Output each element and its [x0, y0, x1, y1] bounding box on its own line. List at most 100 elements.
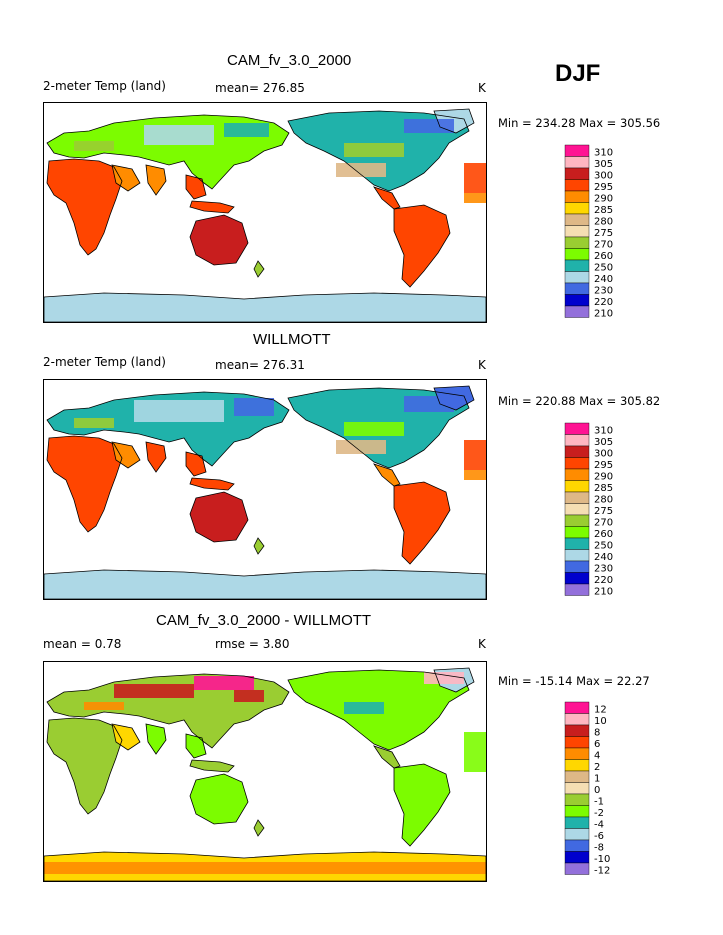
field-patch	[336, 163, 386, 177]
field-patch	[44, 862, 486, 874]
colorbar-swatch	[564, 560, 590, 573]
landmass-nz	[254, 261, 264, 277]
colorbar-swatch	[564, 236, 590, 249]
colorbar-swatch	[564, 294, 590, 307]
landmass-australia	[190, 774, 248, 824]
coastline-namerica	[287, 387, 470, 469]
coastline-nz	[253, 537, 265, 555]
coastline-africa	[46, 158, 123, 256]
panel3-minmax: Min = -15.14 Max = 22.27	[498, 674, 650, 688]
field-patch	[404, 119, 454, 133]
colorbar-swatch	[564, 724, 590, 737]
colorbar-label: 310	[594, 148, 613, 159]
field-patch	[424, 672, 464, 684]
colorbar-swatch	[564, 862, 590, 875]
colorbar-label: -2	[594, 808, 604, 819]
coastline-indonesia	[189, 200, 235, 214]
colorbar-label: -4	[594, 820, 604, 831]
coastline-namerica	[287, 669, 470, 751]
colorbar-swatch	[564, 213, 590, 226]
coastline-australia	[189, 491, 249, 543]
colorbar-swatch	[564, 805, 590, 818]
coastline-arabia	[111, 164, 141, 192]
colorbar-swatch	[564, 526, 590, 539]
colorbar-label: 310	[594, 426, 613, 437]
colorbar-label: -10	[594, 854, 610, 865]
colorbar-label: 305	[594, 437, 613, 448]
colorbar-label: 1	[594, 774, 600, 785]
panel3-mean-label: mean = 0.78	[43, 637, 122, 651]
colorbar-swatch	[564, 583, 590, 596]
coastline-antarctica	[44, 569, 486, 599]
field-patch	[234, 690, 264, 702]
coastline-arabia	[111, 441, 141, 469]
coastline-nz	[253, 819, 265, 837]
landmass-australia	[190, 215, 248, 265]
colorbar-swatch	[564, 514, 590, 527]
landmass-nz	[254, 538, 264, 554]
landmass-samerica	[394, 205, 450, 287]
field-patch	[464, 163, 486, 193]
colorbar-label: 280	[594, 495, 613, 506]
landmass-camerica	[374, 746, 400, 768]
landmass-india	[146, 442, 166, 472]
colorbar-label: 275	[594, 228, 613, 239]
panel1-colorbar: 310 305 300 295 290 285 280 275 270 260 250 240 230 2…	[564, 144, 625, 321]
coastline-camerica	[373, 463, 401, 487]
colorbar-swatch	[564, 736, 590, 749]
colorbar-label: 8	[594, 728, 600, 739]
coastline-india	[145, 723, 167, 755]
panel2-left-label: 2-meter Temp (land)	[43, 355, 166, 369]
colorbar-label: -12	[594, 866, 610, 877]
colorbar-swatch	[564, 747, 590, 760]
colorbar-swatch	[564, 445, 590, 458]
panel1-map	[43, 102, 487, 323]
field-patch	[194, 676, 254, 690]
landmass-india	[146, 724, 166, 754]
coastline-camerica	[373, 745, 401, 769]
panel1-left-label: 2-meter Temp (land)	[43, 79, 166, 93]
field-patch	[464, 193, 486, 203]
field-patch	[234, 398, 274, 416]
colorbar-label: -1	[594, 797, 604, 808]
colorbar-label: 280	[594, 217, 613, 228]
colorbar-swatch	[564, 179, 590, 192]
colorbar-label: 305	[594, 159, 613, 170]
coastline-india	[145, 441, 167, 473]
colorbar-label: 220	[594, 575, 613, 586]
colorbar-label: 240	[594, 274, 613, 285]
coastline-samerica	[393, 763, 451, 847]
colorbar-swatch	[564, 782, 590, 795]
colorbar-swatch	[564, 259, 590, 272]
colorbar-label: 210	[594, 309, 613, 320]
coastline-antarctica	[44, 292, 486, 322]
coastline-africa	[46, 435, 123, 533]
panel2-title: WILLMOTT	[253, 331, 331, 348]
colorbar-swatch	[564, 144, 590, 157]
colorbar-swatch	[564, 434, 590, 447]
coastline-australia	[189, 214, 249, 266]
colorbar-swatch	[564, 202, 590, 215]
landmass-africa	[47, 718, 122, 814]
colorbar-swatch	[564, 282, 590, 295]
landmass-samerica	[394, 482, 450, 564]
coastline-arabia	[111, 723, 141, 751]
coastline-greenland	[433, 108, 475, 134]
colorbar-swatch	[564, 480, 590, 493]
panel2-units: K	[478, 358, 486, 372]
landmass-india	[146, 165, 166, 195]
field-patch	[144, 125, 214, 145]
coastline-seasia	[185, 451, 207, 477]
colorbar-label: 230	[594, 564, 613, 575]
colorbar-label: 0	[594, 785, 600, 796]
colorbar-label: -6	[594, 831, 604, 842]
panel1-units: K	[478, 81, 486, 95]
field-patch	[464, 440, 486, 470]
panel3-map	[43, 661, 487, 882]
coastline-greenland	[433, 385, 475, 411]
field-patch	[114, 684, 194, 698]
coastline-eurasia	[46, 114, 290, 190]
colorbar-label: 12	[594, 705, 607, 716]
field-patch	[464, 470, 486, 480]
landmass-samerica	[394, 764, 450, 846]
